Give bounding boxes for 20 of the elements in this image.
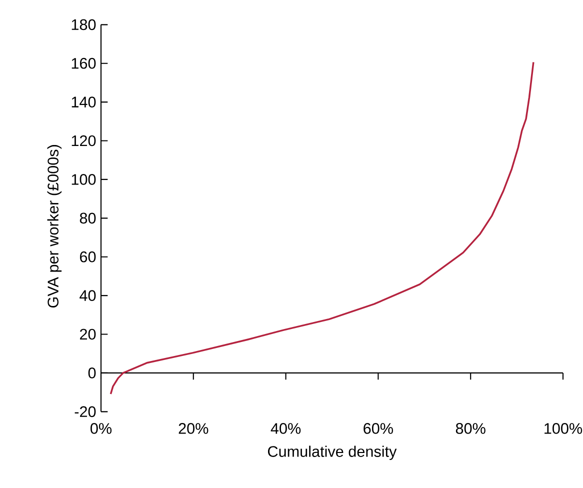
x-tick-label: 0% [90, 423, 112, 434]
y-tick-label: -20 [74, 406, 96, 418]
y-tick-label: 80 [80, 212, 96, 224]
x-tick-label: 60% [364, 423, 393, 434]
y-tick-label: 40 [80, 290, 96, 302]
x-tick-label: 80% [456, 423, 486, 434]
x-tick-label: 40% [270, 423, 301, 434]
y-tick-label: 100 [72, 174, 96, 186]
x-tick-label: 20% [178, 423, 208, 434]
x-axis-title: Cumulative density [268, 446, 397, 460]
y-tick-label: 20 [80, 329, 96, 340]
y-tick-label: 120 [72, 136, 96, 146]
y-tick-label: 160 [72, 58, 96, 69]
y-axis-title: GVA per worker (£000s) [47, 145, 62, 308]
y-tick-label: 140 [72, 96, 96, 108]
y-tick-label: 180 [72, 19, 96, 30]
y-tick-label: 60 [80, 252, 96, 262]
y-tick-label: 0 [88, 368, 96, 379]
x-tick-label: 100% [544, 423, 582, 434]
line-series [110, 61, 534, 396]
